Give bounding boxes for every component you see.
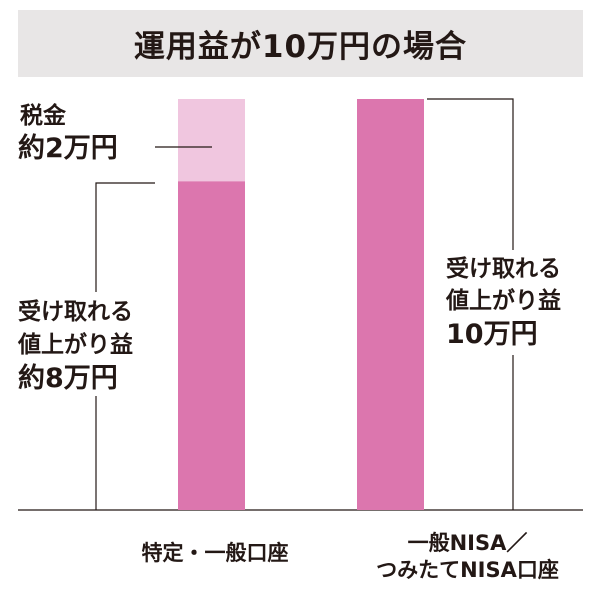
category-label-nisa: 一般NISA／ つみたてNISA口座 xyxy=(360,530,575,585)
bar-taxable-tax xyxy=(178,99,245,182)
profit-left-label-line2: 値上がり益 xyxy=(18,332,133,358)
category-label-taxable-line1: 特定・一般口座 xyxy=(141,541,289,565)
tax-value: 約2万円 xyxy=(18,133,118,164)
category-label-nisa-line2: つみたてNISA口座 xyxy=(376,558,559,583)
tax-label: 税金 xyxy=(20,103,66,129)
bar-nisa-profit xyxy=(357,99,424,510)
profit-right-label-line2: 値上がり益 xyxy=(446,288,561,314)
category-label-nisa-line1: 一般NISA／ xyxy=(407,531,528,555)
chart-title: 運用益が10万円の場合 xyxy=(133,29,468,65)
category-label-taxable: 特定・一般口座 xyxy=(130,540,300,567)
title-bar: 運用益が10万円の場合 xyxy=(18,10,583,77)
profit-left-label-line1: 受け取れる xyxy=(18,299,133,325)
profit-left-value: 約8万円 xyxy=(18,363,118,394)
profit-right-label-line1: 受け取れる xyxy=(446,256,561,282)
profit-right-value: 10万円 xyxy=(446,319,538,350)
leader-profit-right-upper xyxy=(427,98,514,250)
leader-profit-left-upper xyxy=(95,182,155,292)
bar-taxable-profit xyxy=(178,181,245,510)
